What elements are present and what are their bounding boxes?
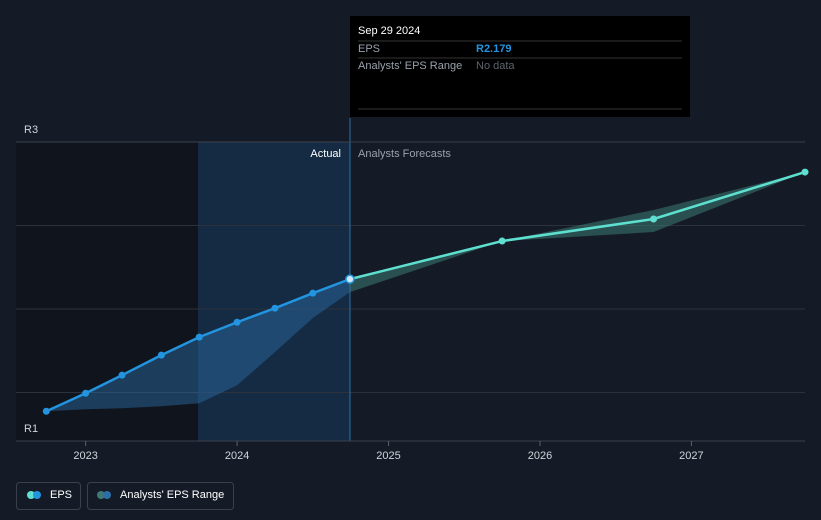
eps-point (233, 318, 241, 326)
eps-point (82, 389, 90, 397)
eps-point (650, 215, 658, 223)
eps-point (345, 274, 355, 284)
forecast-label: Analysts Forecasts (358, 148, 451, 160)
legend-label: EPS (50, 489, 72, 501)
legend-swatch (103, 491, 111, 499)
range-area (349, 172, 805, 293)
tooltip-label: Analysts' EPS Range (358, 60, 462, 72)
tooltip-label: EPS (358, 43, 380, 55)
eps-point (157, 351, 165, 359)
eps-point (42, 407, 50, 415)
y-tick-label: R1 (24, 423, 38, 435)
tooltip-date: Sep 29 2024 (358, 25, 420, 37)
y-tick-label: R3 (24, 124, 38, 136)
eps-point (498, 237, 506, 245)
legend-label: Analysts' EPS Range (120, 489, 224, 501)
actual-label: Actual (310, 148, 341, 160)
x-tick-label: 2027 (679, 450, 703, 462)
tooltip-value: No data (476, 60, 515, 72)
x-tick-label: 2026 (528, 450, 552, 462)
eps-point (118, 371, 126, 379)
legend-item[interactable] (87, 482, 234, 510)
highlight-region (198, 142, 350, 441)
eps-point (195, 333, 203, 341)
tooltip (350, 16, 690, 117)
x-tick-label: 2023 (73, 450, 97, 462)
legend-item[interactable] (16, 482, 81, 510)
eps-point (801, 168, 809, 176)
eps-point (271, 304, 279, 312)
x-tick-label: 2025 (376, 450, 400, 462)
x-tick-label: 2024 (225, 450, 249, 462)
tooltip-value: R2.179 (476, 43, 511, 55)
legend-swatch (97, 491, 105, 499)
legend-swatch (27, 491, 35, 499)
eps-point (309, 289, 317, 297)
legend-swatch (33, 491, 41, 499)
past-region (16, 142, 198, 441)
eps-line (349, 170, 806, 281)
